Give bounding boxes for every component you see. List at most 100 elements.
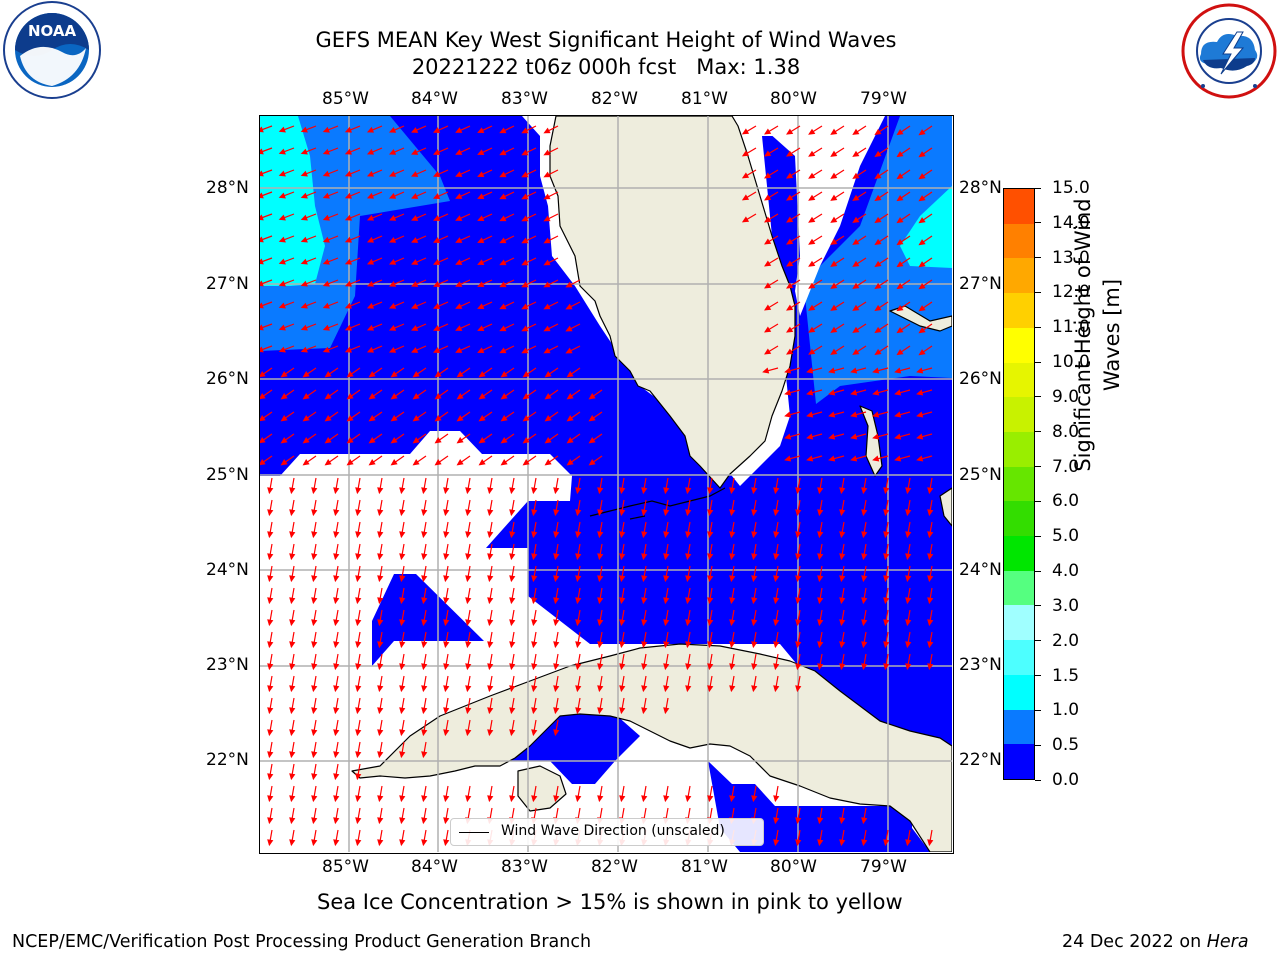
footer-date-text: 24 Dec 2022 on <box>1062 932 1202 952</box>
wave-arrow-head <box>478 437 486 444</box>
wave-arrow-head <box>456 459 464 466</box>
colorbar <box>1003 188 1035 780</box>
wave-arrow-head <box>443 641 450 649</box>
wave-arrow-head <box>412 459 420 466</box>
wave-arrow-head <box>399 509 406 517</box>
wave-arrow-head <box>322 236 330 243</box>
wave-arrow-head <box>499 171 507 178</box>
wave-arrow-head <box>619 641 626 649</box>
wave-arrow-head <box>477 237 485 244</box>
lon-label-top: 82°W <box>591 89 638 109</box>
wave-arrow-head <box>566 371 574 378</box>
wave-arrow-head <box>499 347 507 354</box>
wave-arrow-head <box>896 304 904 312</box>
wave-arrow-head <box>619 663 626 671</box>
wave-arrow-head <box>311 575 318 583</box>
wave-arrow-head <box>685 553 692 561</box>
wave-arrow-head <box>751 663 758 671</box>
wave-arrow-head <box>883 619 890 627</box>
wave-arrow-head <box>289 839 296 847</box>
wave-arrow-head <box>852 172 860 179</box>
legend-label: Wind Wave Direction (unscaled) <box>501 823 725 839</box>
wave-arrow-head <box>366 346 375 353</box>
wave-arrow-head <box>597 685 604 693</box>
wave-arrow-head <box>366 148 375 155</box>
wave-arrow-head <box>808 216 816 223</box>
wave-arrow-head <box>521 127 529 134</box>
wave-arrow-head <box>509 685 516 693</box>
wave-arrow-head <box>267 817 274 825</box>
wave-arrow-head <box>808 150 816 157</box>
lon-label-bottom: 82°W <box>591 857 638 877</box>
wave-arrow-head <box>346 459 354 466</box>
wave-arrow-head <box>531 641 538 649</box>
colorbar-tick-mark <box>1035 396 1041 398</box>
wave-arrow-head <box>521 281 529 288</box>
colorbar-tick-label: 1.5 <box>1052 665 1080 686</box>
wave-arrow-head <box>300 324 308 331</box>
wave-arrow-head <box>433 149 441 155</box>
wave-arrow-head <box>565 281 573 288</box>
wave-arrow-head <box>346 415 354 422</box>
wave-arrow-head <box>707 575 714 583</box>
wave-arrow-head <box>707 597 714 605</box>
wave-arrow-head <box>874 260 882 268</box>
wave-arrow-head <box>267 773 274 781</box>
wave-arrow-head <box>377 531 384 539</box>
wave-arrow-head <box>905 597 912 605</box>
wave-arrow-head <box>521 215 529 222</box>
lon-label-top: 85°W <box>322 89 369 109</box>
lat-label-right: 24°N <box>959 560 1002 580</box>
colorbar-tick-label: 0.5 <box>1052 735 1080 756</box>
wave-arrow-head <box>344 126 352 133</box>
wave-arrow-head <box>729 641 736 649</box>
wave-arrow-head <box>499 149 507 156</box>
wave-arrow-head <box>852 304 860 311</box>
wave-arrow-head <box>399 531 406 539</box>
wave-arrow-head <box>311 707 318 715</box>
lat-label-right: 25°N <box>959 465 1002 485</box>
wave-arrow-head <box>543 347 551 354</box>
wave-arrow-head <box>905 531 912 539</box>
wave-arrow-head <box>808 348 816 355</box>
wave-arrow-head <box>808 238 816 245</box>
wave-arrow-head <box>830 172 838 179</box>
wave-arrow-head <box>399 575 406 583</box>
wave-arrow-head <box>685 795 692 803</box>
wave-arrow-head <box>411 281 419 287</box>
wave-arrow-head <box>278 192 286 199</box>
wave-arrow-head <box>641 663 648 671</box>
wave-arrow-head <box>421 685 428 693</box>
wave-arrow-head <box>685 487 692 495</box>
wave-arrow-head <box>894 411 902 418</box>
wave-arrow-head <box>377 685 384 693</box>
wave-arrow-head <box>487 487 494 495</box>
wave-arrow-head <box>500 393 508 400</box>
bahamas-north <box>889 305 952 332</box>
wave-arrow-head <box>861 619 868 627</box>
wave-arrow-head <box>509 641 516 649</box>
wave-arrow-head <box>795 663 802 671</box>
wave-arrow-head <box>355 531 362 539</box>
wave-arrow-head <box>565 325 573 332</box>
nws-logo-icon <box>1177 2 1280 100</box>
wave-arrow-head <box>487 531 494 539</box>
wave-arrow-head <box>641 619 648 627</box>
wave-arrow-head <box>641 575 648 583</box>
wave-arrow-head <box>817 575 824 583</box>
wave-arrow-head <box>455 303 463 309</box>
wave-arrow-head <box>553 531 560 539</box>
colorbar-tick-mark <box>1035 431 1041 433</box>
wave-arrow-head <box>905 509 912 517</box>
wave-arrow-head <box>260 126 264 133</box>
wave-arrow-head <box>553 729 560 737</box>
wave-arrow-head <box>874 128 882 136</box>
wave-arrow-head <box>597 795 604 803</box>
wave-arrow-head <box>509 509 516 517</box>
wave-arrow-head <box>267 685 274 693</box>
wave-arrow-head <box>477 193 485 200</box>
wave-arrow-head <box>311 641 318 649</box>
wave-arrow-head <box>817 663 824 671</box>
lat-label-right: 27°N <box>959 274 1002 294</box>
wave-arrow-head <box>500 371 508 378</box>
